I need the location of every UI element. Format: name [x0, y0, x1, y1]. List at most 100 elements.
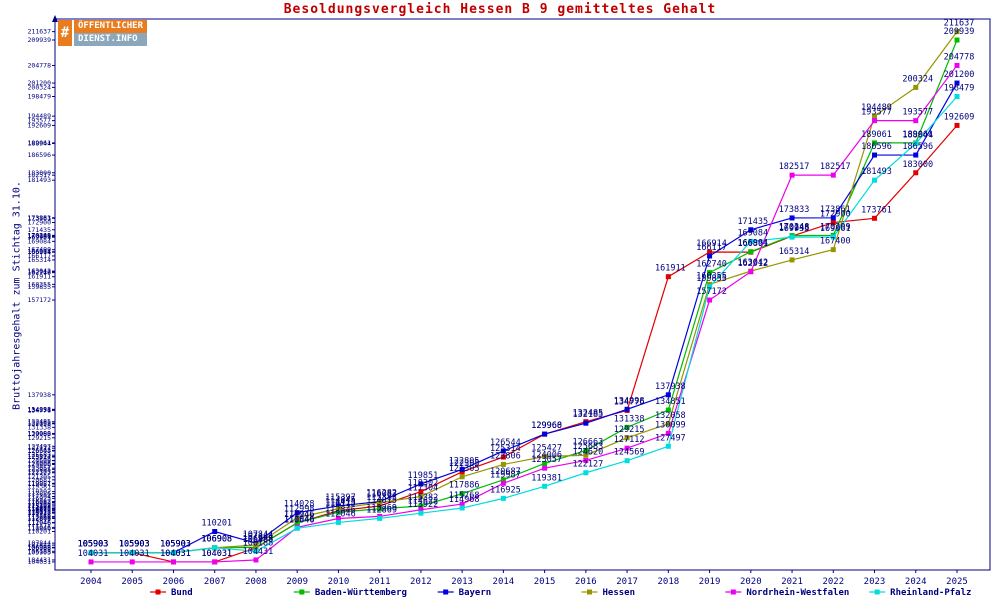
data-point-rheinland-pfalz-2021 — [789, 234, 795, 240]
data-point-baden-w-rttemberg-2019 — [707, 270, 713, 276]
logo-icon: # — [58, 20, 72, 46]
data-label: 106188 — [243, 538, 274, 548]
y-tick-label: 112869 — [28, 514, 52, 522]
data-point-nordrhein-westfalen-2023 — [872, 118, 878, 124]
data-point-bayern-2019 — [707, 253, 713, 259]
data-label: 132485 — [572, 409, 603, 419]
data-label: 170248 — [779, 223, 810, 233]
data-label: 107444 — [243, 532, 274, 542]
y-tick-label: 121305 — [28, 473, 52, 481]
y-tick-label: 169961 — [28, 233, 52, 241]
y-tick-label: 127497 — [28, 442, 52, 450]
data-label: 111946 — [284, 510, 315, 520]
data-point-nordrhein-westfalen-2013 — [459, 501, 465, 507]
y-tick-label: 117304 — [28, 493, 52, 501]
data-point-baden-w-rttemberg-2023 — [872, 140, 878, 146]
chart-title: Besoldungsvergleich Hessen B 9 gemittelt… — [283, 2, 717, 17]
data-point-bayern-2022 — [830, 215, 836, 221]
y-tick-label: 126544 — [28, 447, 52, 455]
data-label: 110201 — [201, 519, 232, 529]
y-tick-label: 170148 — [28, 232, 52, 240]
series-line-hessen — [91, 31, 958, 554]
data-point-bayern-2021 — [789, 215, 795, 221]
data-label: 129960 — [531, 421, 562, 431]
data-point-nordrhein-westfalen-2006 — [170, 559, 176, 565]
data-point-hessen-2025 — [954, 29, 960, 35]
data-label: 170148 — [779, 223, 810, 233]
data-point-bund-2018 — [665, 274, 671, 280]
site-logo: # ÖFFENTLICHER DIENST.INFO — [58, 20, 148, 46]
legend-item-hessen: Hessen — [581, 588, 635, 598]
legend-item-nordrhein-westfalen: Nordrhein-Westfalen — [725, 587, 849, 598]
legend-item-baden-w-rttemberg: Baden-Württemberg — [293, 588, 407, 598]
data-point-baden-w-rttemberg-2010 — [335, 509, 341, 515]
data-label: 123806 — [490, 451, 521, 461]
y-tick-label: 114815 — [28, 505, 52, 513]
data-label: 182517 — [820, 162, 851, 172]
data-label: 112846 — [325, 505, 356, 515]
y-tick-label: 162912 — [28, 268, 52, 276]
data-label: 105903 — [119, 540, 150, 550]
data-point-rheinland-pfalz-2023 — [872, 177, 878, 183]
data-label: 113269 — [366, 503, 397, 513]
y-tick-label: 126663 — [28, 446, 52, 454]
data-label: 117304 — [408, 484, 439, 494]
y-tick-label: 134776 — [28, 406, 52, 414]
y-tick-label: 105903 — [28, 549, 52, 557]
y-tick-label: 119381 — [28, 482, 52, 490]
x-tick-label: 2010 — [328, 577, 350, 587]
data-point-bayern-2018 — [665, 392, 671, 398]
data-label: 194489 — [861, 103, 892, 113]
data-point-bayern-2007 — [212, 529, 218, 535]
data-label: 125427 — [531, 443, 562, 453]
y-tick-label: 114028 — [28, 509, 52, 517]
data-label: 114815 — [366, 496, 397, 506]
data-point-hessen-2015 — [542, 453, 548, 459]
data-label: 201200 — [944, 70, 975, 80]
data-point-bayern-2013 — [459, 466, 465, 472]
y-tick-label: 125427 — [28, 452, 52, 460]
data-label: 173833 — [779, 205, 810, 215]
y-tick-label: 125314 — [28, 453, 52, 461]
data-point-rheinland-pfalz-2010 — [335, 519, 341, 525]
data-point-bayern-2010 — [335, 503, 341, 509]
x-tick-label: 2005 — [121, 577, 143, 587]
data-label: 106908 — [201, 535, 232, 545]
data-point-rheinland-pfalz-2007 — [212, 545, 218, 551]
legend-swatch-marker — [299, 589, 305, 595]
data-label: 105903 — [119, 540, 150, 550]
x-tick-label: 2017 — [616, 577, 638, 587]
y-tick-label: 201200 — [28, 79, 52, 87]
y-tick-label: 120687 — [28, 476, 52, 484]
y-tick-label: 192609 — [28, 121, 52, 129]
x-tick-label: 2025 — [946, 577, 968, 587]
y-tick-label: 173761 — [28, 214, 52, 222]
x-tick-label: 2008 — [245, 577, 267, 587]
y-tick-label: 171435 — [28, 226, 52, 234]
y-tick-label: 122305 — [28, 468, 52, 476]
data-point-rheinland-pfalz-2014 — [500, 495, 506, 501]
legend-swatch-marker — [587, 589, 592, 595]
y-tick-label: 116282 — [28, 498, 52, 506]
y-tick-label: 169084 — [28, 237, 52, 245]
data-label: 160355 — [696, 271, 727, 281]
data-label: 134851 — [655, 397, 686, 407]
data-point-baden-w-rttemberg-2025 — [954, 37, 960, 43]
y-tick-label: 166891 — [28, 248, 52, 256]
data-point-bayern-2023 — [872, 152, 878, 158]
y-tick-label: 129968 — [28, 430, 52, 438]
data-label: 159855 — [696, 274, 727, 284]
y-tick-label: 124006 — [28, 459, 52, 467]
data-label: 137938 — [655, 382, 686, 392]
data-label: 105903 — [78, 540, 109, 550]
y-tick-label: 159855 — [28, 283, 52, 291]
x-tick-label: 2024 — [905, 577, 927, 587]
data-point-bayern-2016 — [583, 420, 589, 426]
data-label: 105903 — [160, 540, 191, 550]
data-point-bund-2012 — [418, 489, 424, 495]
y-tick-label: 114622 — [28, 506, 52, 514]
x-tick-label: 2023 — [864, 577, 886, 587]
data-point-rheinland-pfalz-2018 — [665, 443, 671, 449]
data-point-hessen-2008 — [253, 542, 259, 548]
